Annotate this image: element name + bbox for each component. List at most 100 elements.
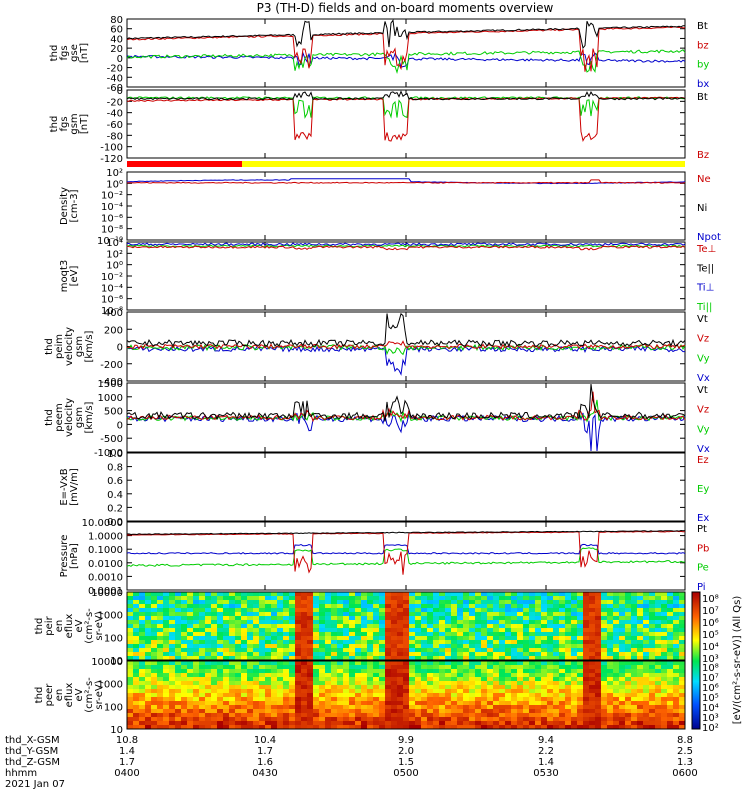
spec-cell — [343, 725, 350, 730]
spec-cell — [607, 705, 614, 710]
spec-cell — [211, 689, 218, 694]
y-tick-label: -400 — [100, 377, 123, 388]
spec-cell — [235, 600, 242, 605]
spec-cell — [517, 628, 524, 633]
spec-cell — [571, 669, 578, 674]
spec-cell — [487, 612, 494, 617]
spec-cell — [535, 628, 542, 633]
spec-cell — [277, 644, 284, 649]
spec-cell — [571, 636, 578, 641]
spec-cell — [331, 705, 338, 710]
spec-cell — [673, 640, 680, 645]
spec-cell — [469, 673, 476, 678]
spec-cell — [307, 592, 314, 597]
spec-cell — [289, 616, 296, 621]
spec-cell — [379, 693, 386, 698]
spec-cell — [355, 592, 362, 597]
colorbar-cell — [692, 639, 700, 641]
spec-cell — [415, 665, 422, 670]
spec-cell — [241, 600, 248, 605]
spec-cell — [313, 604, 320, 609]
spec-cell — [583, 644, 590, 649]
spec-cell — [283, 701, 290, 706]
spec-cell — [469, 693, 476, 698]
spec-cell — [241, 685, 248, 690]
spec-cell — [139, 669, 146, 674]
spec-cell — [679, 648, 686, 653]
spec-cell — [571, 713, 578, 718]
spec-cell — [373, 693, 380, 698]
spec-cell — [529, 701, 536, 706]
spec-cell — [235, 677, 242, 682]
spec-cell — [235, 693, 242, 698]
spec-cell — [505, 693, 512, 698]
spec-cell — [595, 592, 602, 597]
spec-cell — [439, 604, 446, 609]
spec-cell — [565, 665, 572, 670]
spec-cell — [583, 592, 590, 597]
spec-cell — [583, 612, 590, 617]
spec-cell — [667, 709, 674, 714]
spec-cell — [247, 624, 254, 629]
spec-cell — [295, 669, 302, 674]
spec-cell — [643, 713, 650, 718]
spec-cell — [463, 665, 470, 670]
spec-cell — [253, 628, 260, 633]
spectrogram-peir — [126, 591, 686, 661]
spec-cell — [259, 624, 266, 629]
spec-cell — [181, 717, 188, 722]
spec-cell — [379, 616, 386, 621]
spec-cell — [427, 685, 434, 690]
y-tick-label: -20 — [107, 64, 123, 75]
spec-cell — [259, 709, 266, 714]
spec-cell — [229, 697, 236, 702]
spec-cell — [559, 624, 566, 629]
spec-cell — [367, 620, 374, 625]
spec-cell — [451, 628, 458, 633]
spec-cell — [193, 596, 200, 601]
spec-cell — [175, 608, 182, 613]
spec-cell — [289, 636, 296, 641]
spec-cell — [565, 640, 572, 645]
spec-cell — [313, 681, 320, 686]
colorbar-cell — [692, 616, 700, 618]
spec-cell — [373, 725, 380, 730]
spec-cell — [643, 592, 650, 597]
spec-cell — [469, 648, 476, 653]
spec-cell — [169, 669, 176, 674]
spec-cell — [241, 592, 248, 597]
spec-cell — [529, 721, 536, 726]
spec-cell — [607, 669, 614, 674]
spec-cell — [673, 632, 680, 637]
spec-cell — [451, 608, 458, 613]
spec-cell — [181, 616, 188, 621]
spec-cell — [127, 673, 134, 678]
spec-cell — [607, 616, 614, 621]
spec-cell — [475, 693, 482, 698]
spec-cell — [553, 628, 560, 633]
spec-cell — [625, 665, 632, 670]
spec-cell — [157, 713, 164, 718]
spec-cell — [601, 636, 608, 641]
spec-cell — [667, 604, 674, 609]
spec-cell — [517, 652, 524, 657]
spec-cell — [601, 644, 608, 649]
spec-cell — [217, 725, 224, 730]
spec-cell — [481, 612, 488, 617]
spec-cell — [397, 632, 404, 637]
y-tick-label: 1.0000 — [88, 532, 123, 543]
spec-cell — [631, 689, 638, 694]
y-axis-label: fgs — [59, 45, 70, 60]
spec-cell — [157, 685, 164, 690]
spec-cell — [523, 596, 530, 601]
colorbar-cell — [692, 688, 700, 690]
spec-cell — [631, 652, 638, 657]
spec-cell — [295, 608, 302, 613]
spec-cell — [373, 721, 380, 726]
spec-cell — [589, 709, 596, 714]
spec-cell — [127, 628, 134, 633]
spec-cell — [643, 689, 650, 694]
spec-cell — [205, 652, 212, 657]
spec-cell — [463, 596, 470, 601]
spec-cell — [433, 656, 440, 661]
